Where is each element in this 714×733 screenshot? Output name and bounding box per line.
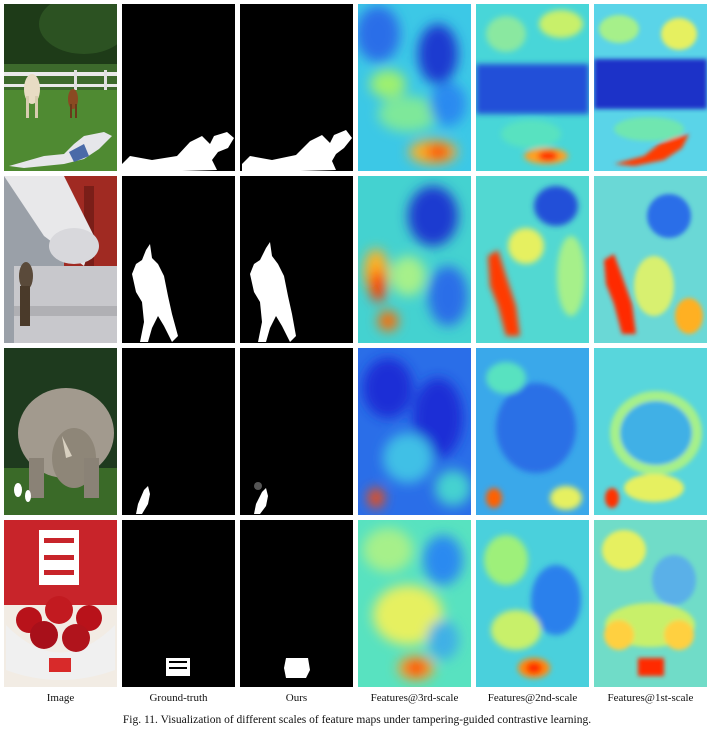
heatmap-1st-scale-rhino bbox=[594, 348, 707, 515]
figure-caption: Fig. 11. Visualization of different scal… bbox=[122, 714, 592, 726]
column-label-features-3rd-scale: Features@3rd-scale bbox=[370, 692, 459, 704]
ground-truth-mask-horses bbox=[122, 4, 235, 171]
heatmap-3rd-scale-statue bbox=[358, 176, 471, 343]
photo-tomatoes bbox=[4, 520, 117, 687]
heatmap-2nd-scale-horses bbox=[476, 4, 589, 171]
heatmap-3rd-scale-tomatoes bbox=[358, 520, 471, 687]
column-label-features-1st-scale: Features@1st-scale bbox=[607, 692, 694, 704]
column-label-ground-truth: Ground-truth bbox=[149, 692, 208, 704]
prediction-mask-horses bbox=[240, 4, 353, 171]
photo-rhino bbox=[4, 348, 117, 515]
heatmap-2nd-scale-tomatoes bbox=[476, 520, 589, 687]
heatmap-1st-scale-tomatoes bbox=[594, 520, 707, 687]
figure-grid bbox=[4, 4, 707, 687]
heatmap-2nd-scale-statue bbox=[476, 176, 589, 343]
prediction-mask-rhino bbox=[240, 348, 353, 515]
photo-statue bbox=[4, 176, 117, 343]
heatmap-2nd-scale-rhino bbox=[476, 348, 589, 515]
photo-horses bbox=[4, 4, 117, 171]
prediction-mask-tomatoes bbox=[240, 520, 353, 687]
ground-truth-mask-tomatoes bbox=[122, 520, 235, 687]
column-label-ours: Ours bbox=[285, 692, 308, 704]
prediction-mask-statue bbox=[240, 176, 353, 343]
heatmap-3rd-scale-rhino bbox=[358, 348, 471, 515]
column-label-image: Image bbox=[46, 692, 75, 704]
ground-truth-mask-rhino bbox=[122, 348, 235, 515]
heatmap-1st-scale-horses bbox=[594, 4, 707, 171]
heatmap-1st-scale-statue bbox=[594, 176, 707, 343]
column-label-features-2nd-scale: Features@2nd-scale bbox=[487, 692, 578, 704]
ground-truth-mask-statue bbox=[122, 176, 235, 343]
heatmap-3rd-scale-horses bbox=[358, 4, 471, 171]
